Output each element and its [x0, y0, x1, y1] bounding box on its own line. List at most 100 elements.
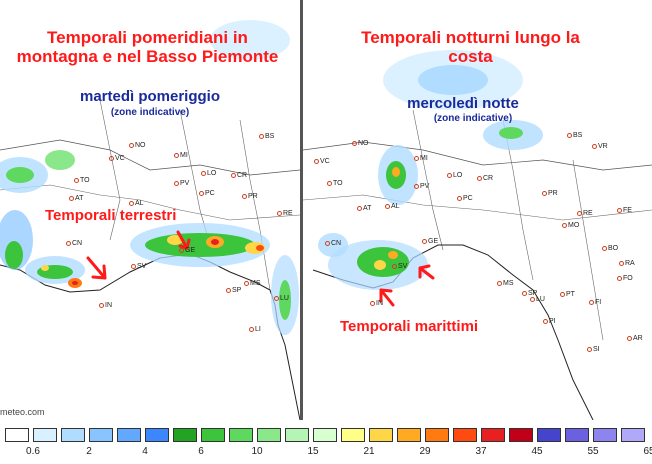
right-annotation: Temporali marittimi [340, 318, 479, 335]
city-label: PI [543, 318, 556, 325]
color-scale-swatch [257, 428, 281, 442]
precipitation-color-scale: 0.6 2 4 6 10 15 21 29 37 45 55 65 [0, 425, 652, 464]
city-label: CN [325, 240, 341, 247]
city-label: NO [129, 142, 146, 149]
color-scale-swatch [33, 428, 57, 442]
city-label: PV [174, 180, 189, 187]
color-scale-tick-label: 2 [86, 446, 92, 457]
city-marker [562, 223, 567, 228]
city-marker [74, 178, 79, 183]
city-label: AL [385, 203, 400, 210]
city-marker [567, 133, 572, 138]
color-scale-swatch [537, 428, 561, 442]
city-label: BS [567, 132, 582, 139]
color-scale-tick-label: 15 [307, 446, 319, 457]
city-marker [99, 303, 104, 308]
city-label: FO [617, 275, 633, 282]
color-scale-swatch [145, 428, 169, 442]
city-marker [497, 281, 502, 286]
color-scale-swatch [369, 428, 393, 442]
city-label: MS [244, 280, 261, 287]
color-scale-swatch [313, 428, 337, 442]
city-marker [627, 336, 632, 341]
color-scale-swatch [565, 428, 589, 442]
city-marker [619, 261, 624, 266]
city-marker [199, 191, 204, 196]
city-label: AT [69, 195, 83, 202]
city-marker [327, 181, 332, 186]
city-label: PR [542, 190, 558, 197]
city-label: SI [587, 346, 600, 353]
city-marker [385, 204, 390, 209]
city-marker [560, 292, 565, 297]
city-marker [226, 288, 231, 293]
city-marker [577, 211, 582, 216]
color-scale-swatch [481, 428, 505, 442]
color-scale-swatch [425, 428, 449, 442]
city-label: TO [74, 177, 90, 184]
color-scale-swatch [453, 428, 477, 442]
color-scale-tick-label: 10 [251, 446, 263, 457]
left-title: Temporali pomeridiani in montagna e nel … [16, 28, 279, 66]
color-scale-tick-label: 45 [531, 446, 543, 457]
city-marker [392, 264, 397, 269]
city-label: RA [619, 260, 635, 267]
city-marker [201, 171, 206, 176]
city-marker [259, 134, 264, 139]
city-label: GE [179, 247, 195, 254]
color-scale-tick-label: 4 [142, 446, 148, 457]
city-marker [66, 241, 71, 246]
city-marker [231, 173, 236, 178]
city-label: VC [109, 155, 125, 162]
left-map [0, 0, 300, 420]
city-label: LO [201, 170, 216, 177]
color-scale-swatch [173, 428, 197, 442]
city-label: FE [617, 207, 632, 214]
city-marker [242, 194, 247, 199]
city-marker [592, 144, 597, 149]
city-marker [325, 241, 330, 246]
right-title: Temporali notturni lungo la costa [361, 28, 580, 66]
city-label: RE [277, 210, 293, 217]
right-map-panel: Temporali notturni lungo la costa mercol… [303, 0, 652, 420]
left-map-panel: Temporali pomeridiani in montagna e nel … [0, 0, 300, 420]
city-marker [587, 347, 592, 352]
color-scale-swatch [341, 428, 365, 442]
city-label: BS [259, 133, 274, 140]
city-marker [617, 276, 622, 281]
color-scale-swatch [397, 428, 421, 442]
left-note: (zone indicative) [110, 107, 190, 118]
right-note: (zone indicative) [433, 113, 513, 124]
city-label: PC [457, 195, 473, 202]
city-label: AL [129, 200, 144, 207]
city-label: PC [199, 190, 215, 197]
city-marker [422, 239, 427, 244]
color-scale-swatch [61, 428, 85, 442]
city-label: SV [392, 263, 407, 270]
city-label: CR [477, 175, 493, 182]
panel-divider [300, 0, 303, 420]
city-label: VR [592, 143, 608, 150]
city-marker [543, 319, 548, 324]
color-scale-tick-label: 55 [587, 446, 599, 457]
city-marker [131, 264, 136, 269]
color-scale-swatch [201, 428, 225, 442]
city-marker [414, 184, 419, 189]
color-scale-swatch [509, 428, 533, 442]
city-label: MI [414, 155, 428, 162]
city-label: SP [522, 290, 537, 297]
city-marker [109, 156, 114, 161]
city-marker [129, 143, 134, 148]
city-marker [522, 291, 527, 296]
color-scale-swatch [229, 428, 253, 442]
city-marker [352, 141, 357, 146]
city-label: IN [99, 302, 112, 309]
city-marker [244, 281, 249, 286]
city-label: SV [131, 263, 146, 270]
city-marker [174, 153, 179, 158]
city-label: VC [314, 158, 330, 165]
color-scale-tick-label: 6 [198, 446, 204, 457]
city-label: TO [327, 180, 343, 187]
color-scale-tick-label: 65 [643, 446, 652, 457]
color-scale-tick-label: 29 [419, 446, 431, 457]
